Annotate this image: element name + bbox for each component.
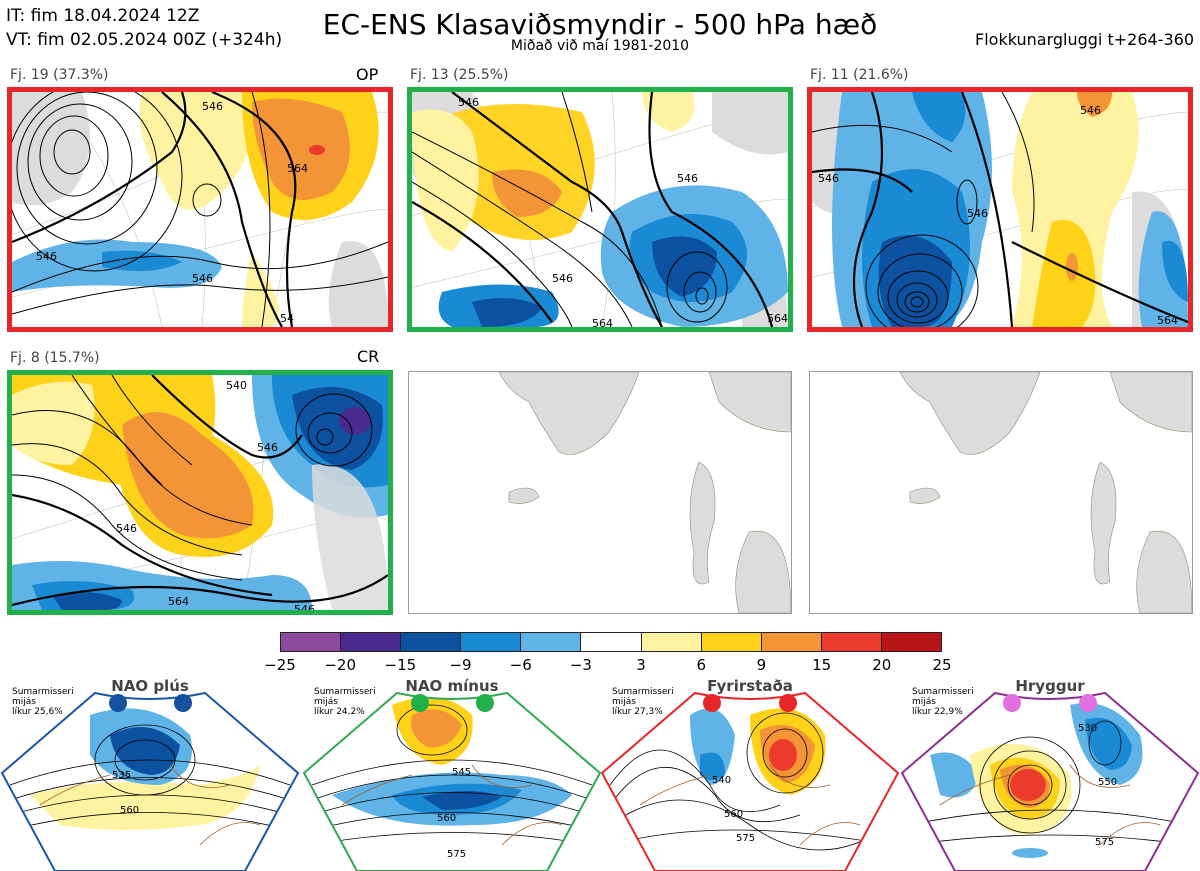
regime-contour-label: 540 [712, 775, 731, 786]
regime-nao-plus: 535 560 NAO plús Sumarmisseri mijás líkur … [0, 675, 300, 871]
regime-dot [703, 694, 721, 712]
contour-label: 546 [257, 441, 278, 454]
colorbar-tick: 3 [636, 656, 646, 674]
initial-time: IT: fim 18.04.2024 12Z [6, 6, 200, 26]
cluster-3-map: 546 546 546 564 [807, 87, 1193, 332]
regime-contour-label: 535 [112, 770, 131, 781]
colorbar-tick: −20 [324, 656, 356, 674]
colorbar-tick: −25 [264, 656, 296, 674]
colorbar-swatch [881, 633, 942, 651]
valid-time: VT: fim 02.05.2024 00Z (+324h) [6, 30, 283, 50]
cluster-1-label: Fj. 19 (37.3%) [10, 67, 109, 83]
regime-name: Hryggur [1015, 677, 1085, 695]
regime-contour-label: 560 [437, 813, 456, 824]
contour-label: 546 [967, 207, 988, 220]
contour-label: 564 [767, 312, 788, 325]
colorbar-swatch [401, 633, 462, 651]
regime-dot [174, 694, 192, 712]
cluster-4-tag: CR [357, 347, 380, 366]
empty-map-panel [408, 371, 792, 614]
colorbar-swatch [341, 633, 402, 651]
regime-contour-label: 560 [120, 805, 139, 816]
regime-dot [779, 694, 797, 712]
cluster-2-label: Fj. 13 (25.5%) [410, 67, 509, 83]
regime-name: Fyrirstaða [707, 677, 793, 695]
colorbar-tick: 25 [932, 656, 952, 674]
cluster-4-map: 546 546 564 546 540 [7, 370, 393, 615]
contour-label: 564 [287, 162, 308, 175]
regime-dot [109, 694, 127, 712]
regime-ridge: 530 550 575 Hryggur Sumarmisseri mijás lík… [900, 675, 1200, 871]
colorbar [280, 632, 942, 652]
contour-label: 564 [168, 595, 189, 608]
contour-label: 564 [592, 317, 613, 327]
colorbar-swatch [701, 633, 762, 651]
cluster-3-label: Fj. 11 (21.6%) [810, 67, 909, 83]
colorbar-swatch [821, 633, 882, 651]
regime-contour-label: 575 [736, 833, 755, 844]
contour-label: 546 [1080, 104, 1101, 117]
regime-contour-label: 575 [447, 849, 466, 860]
colorbar-tick: −9 [449, 656, 472, 674]
regime-note: Sumarmisseri mijás líkur 24,2% [314, 687, 376, 717]
contour-label: 546 [552, 272, 573, 285]
contour-label: 540 [226, 379, 247, 392]
colorbar-tick: −3 [569, 656, 592, 674]
regime-contour-label: 545 [452, 767, 471, 778]
regime-dot [476, 694, 494, 712]
cluster-1-tag: OP [356, 65, 379, 84]
contour-label: 546 [202, 100, 223, 113]
colorbar-tick: −15 [384, 656, 417, 674]
cluster-1-map: 546 546 546 564 54 [7, 87, 393, 332]
colorbar-swatch [581, 633, 642, 651]
contour-label: 54 [280, 312, 294, 325]
contour-label: 546 [677, 172, 698, 185]
contour-label: 546 [192, 272, 213, 285]
regime-contour-label: 575 [1095, 837, 1114, 848]
colorbar-swatch [281, 633, 342, 651]
page-subtitle: Miðað við maí 1981-2010 [510, 38, 690, 54]
contour-label: 546 [818, 172, 839, 185]
colorbar-swatch [761, 633, 822, 651]
colorbar-swatch [461, 633, 522, 651]
colorbar-tick: 6 [696, 656, 707, 674]
page-title: EC-ENS Klasaviðsmyndir - 500 hPa hæð [322, 8, 878, 41]
contour-label: 546 [458, 96, 479, 109]
regime-contour-label: 550 [1098, 777, 1117, 788]
contour-label: 546 [36, 250, 57, 263]
regime-name: NAO mínus [405, 677, 499, 695]
colorbar-tick: 15 [812, 656, 832, 674]
cluster-window: Flokkunargluggi t+264-360 [975, 30, 1194, 49]
regime-dot [1079, 694, 1097, 712]
cluster-2-map: 546 546 546 564 564 [407, 87, 793, 332]
regime-note: Sumarmisseri mijás líkur 27,3% [612, 687, 674, 717]
regime-dot [411, 694, 429, 712]
colorbar-tick: 20 [872, 656, 892, 674]
colorbar-tick: −6 [509, 656, 532, 674]
regime-note: Sumarmisseri mijás líkur 25,6% [12, 687, 74, 717]
regime-name: NAO plús [111, 677, 189, 695]
cluster-4-label: Fj. 8 (15.7%) [10, 350, 100, 366]
regime-nao-minus: 545 560 575 NAO mínus Sumarmisseri mijás l… [302, 675, 602, 871]
empty-map-panel [809, 371, 1193, 614]
regime-contour-label: 560 [724, 809, 743, 820]
colorbar-swatch [641, 633, 702, 651]
regime-blocking: 540 560 575 Fyrirstaða Sumarmisseri mijás… [600, 675, 900, 871]
regime-contour-label: 530 [1078, 723, 1097, 734]
regime-dot [1003, 694, 1021, 712]
colorbar-swatch [521, 633, 582, 651]
regime-note: Sumarmisseri mijás líkur 22,9% [912, 687, 974, 717]
contour-label: 546 [294, 603, 315, 610]
colorbar-tick: 9 [756, 656, 767, 674]
contour-label: 564 [1157, 314, 1178, 327]
contour-label: 546 [116, 522, 137, 535]
